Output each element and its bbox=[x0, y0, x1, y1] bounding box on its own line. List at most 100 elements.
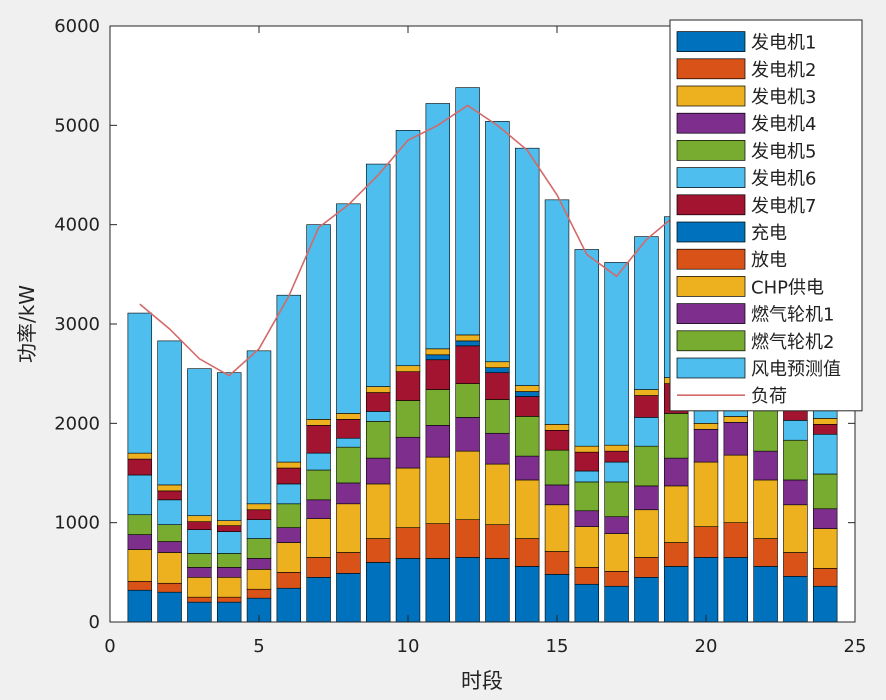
bar-segment bbox=[276, 503, 302, 528]
bar-segment bbox=[157, 490, 182, 501]
bar-segment bbox=[306, 425, 331, 454]
x-tick-label: 10 bbox=[397, 636, 420, 657]
bar-segment bbox=[812, 528, 838, 569]
bar-segment bbox=[216, 372, 242, 521]
bar-segment bbox=[485, 361, 510, 369]
x-tick-label: 15 bbox=[546, 636, 569, 657]
bar-segment bbox=[455, 383, 480, 418]
bar-segment bbox=[634, 485, 659, 511]
bar-segment bbox=[544, 551, 570, 575]
bar-segment bbox=[693, 526, 719, 558]
x-axis-label: 时段 bbox=[461, 669, 503, 693]
legend-swatch bbox=[676, 112, 746, 134]
bar-segment bbox=[246, 558, 272, 570]
bar-segment bbox=[455, 557, 480, 623]
bar-segment bbox=[455, 334, 480, 342]
bar-segment bbox=[812, 418, 838, 425]
legend-swatch bbox=[676, 248, 746, 270]
bar-segment bbox=[783, 439, 808, 481]
y-tick-label: 0 bbox=[89, 612, 100, 633]
bar-segment bbox=[812, 508, 838, 529]
legend-label: 燃气轮机2 bbox=[751, 332, 834, 353]
bar-segment bbox=[187, 576, 212, 598]
bar-segment bbox=[365, 562, 391, 623]
legend-label: 发电机6 bbox=[751, 169, 816, 190]
bar-segment bbox=[276, 572, 302, 589]
bar-segment bbox=[514, 455, 540, 481]
x-tick-label: 25 bbox=[844, 636, 867, 657]
bar-segment bbox=[514, 396, 540, 417]
bar-segment bbox=[276, 483, 302, 505]
bar-segment bbox=[425, 456, 451, 524]
bar-segment bbox=[544, 199, 570, 425]
bar-segment bbox=[187, 553, 212, 568]
legend-label: 发电机4 bbox=[751, 114, 816, 135]
y-axis-label: 功率/kW bbox=[15, 285, 39, 363]
bar-segment bbox=[395, 371, 421, 401]
bar-segment bbox=[365, 392, 391, 412]
bar-segment bbox=[693, 423, 719, 430]
legend-label: 燃气轮机1 bbox=[751, 305, 834, 326]
bar-segment bbox=[812, 585, 838, 623]
legend-label: 发电机7 bbox=[751, 196, 816, 217]
y-tick-label: 3000 bbox=[54, 314, 100, 335]
bar-segment bbox=[187, 515, 212, 522]
legend-label: 风电预测值 bbox=[751, 359, 841, 380]
bar-segment bbox=[216, 596, 242, 603]
bar-segment bbox=[485, 372, 510, 400]
bar-segment bbox=[395, 130, 421, 367]
bar-segment bbox=[514, 566, 540, 623]
bar-segment bbox=[425, 558, 451, 623]
y-axis: 0 1000 2000 3000 4000 5000 6000 bbox=[54, 16, 855, 633]
bar-segment bbox=[157, 582, 182, 593]
bar-segment bbox=[246, 350, 272, 505]
legend-swatch bbox=[676, 140, 746, 161]
bar-segment bbox=[753, 479, 778, 539]
bar-segment bbox=[276, 294, 302, 463]
bar-segment bbox=[544, 574, 570, 623]
bar-segment bbox=[812, 568, 838, 587]
bar-segment bbox=[783, 420, 808, 441]
bar-segment bbox=[276, 587, 302, 623]
bar-segment bbox=[395, 400, 421, 438]
bar-segment bbox=[157, 499, 182, 525]
bar-segment bbox=[574, 445, 600, 453]
bar-segment bbox=[574, 481, 600, 512]
bar-segment bbox=[455, 417, 480, 452]
bar-segment bbox=[455, 340, 480, 347]
bar-segment bbox=[634, 389, 659, 396]
bar-segment bbox=[157, 541, 182, 553]
bar-segment bbox=[127, 474, 153, 516]
bar-segment bbox=[753, 538, 778, 567]
bar-segment bbox=[693, 461, 719, 527]
bar-segment bbox=[395, 558, 421, 623]
bar-segment bbox=[783, 552, 808, 577]
legend-label: 负荷 bbox=[751, 386, 787, 407]
bar-segment bbox=[693, 428, 719, 463]
bar-segment bbox=[306, 419, 331, 426]
bar-segment bbox=[216, 553, 242, 568]
bar-segment bbox=[216, 567, 242, 578]
y-tick-label: 4000 bbox=[54, 215, 100, 236]
bar-segment bbox=[127, 589, 153, 623]
bar-segment bbox=[336, 446, 361, 484]
bar-segment bbox=[425, 354, 451, 361]
bar-segment bbox=[514, 391, 540, 397]
bar-segment bbox=[246, 509, 272, 520]
bar-segment bbox=[634, 557, 659, 578]
bar-segment bbox=[812, 424, 838, 435]
bar-segment bbox=[216, 531, 242, 554]
bar-segment bbox=[783, 479, 808, 506]
bar-segment bbox=[604, 450, 629, 463]
bar-segment bbox=[365, 386, 391, 393]
bar-segment bbox=[634, 395, 659, 418]
bar-segment bbox=[157, 591, 182, 623]
bar-segment bbox=[187, 368, 212, 517]
legend-swatch bbox=[676, 357, 746, 379]
bar-segment bbox=[276, 467, 302, 485]
bar-segment bbox=[365, 163, 391, 387]
bar-segment bbox=[425, 103, 451, 350]
bar-segment bbox=[395, 365, 421, 372]
bar-segment bbox=[336, 482, 361, 505]
legend-label: 放电 bbox=[751, 250, 787, 271]
